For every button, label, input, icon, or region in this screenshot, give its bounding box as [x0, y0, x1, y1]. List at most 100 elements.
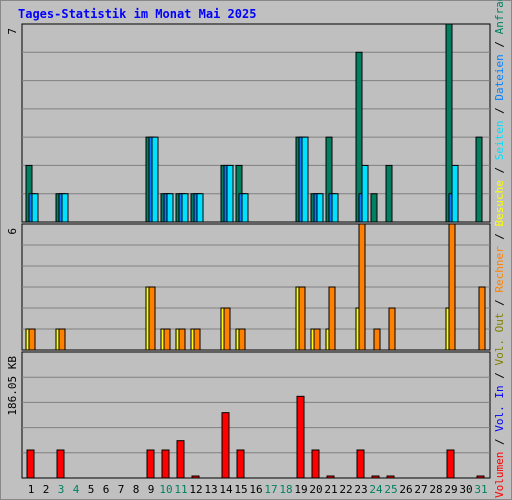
- bar-volumen-day-10: [161, 449, 170, 479]
- day-label-15: 15: [234, 483, 247, 496]
- bar-seiten-day-1: [31, 193, 39, 223]
- legend-separator: /: [493, 34, 506, 55]
- bar-rechner-day-12: [193, 328, 201, 351]
- day-label-27: 27: [414, 483, 427, 496]
- bar-volumen-day-31: [476, 475, 485, 479]
- plot-area-requests: [21, 23, 491, 223]
- day-label-26: 26: [399, 483, 412, 496]
- day-label-24: 24: [369, 483, 383, 496]
- day-label-7: 7: [118, 483, 125, 496]
- bar-seiten-day-11: [181, 193, 189, 223]
- axis-max-label-requests: 7: [6, 28, 19, 35]
- chart-title: Tages-Statistik im Monat Mai 2025: [18, 7, 257, 21]
- day-label-31: 31: [474, 483, 487, 496]
- day-label-6: 6: [103, 483, 110, 496]
- bar-volumen-day-11: [176, 440, 185, 479]
- bar-seiten-day-9: [151, 136, 159, 223]
- bar-volumen-day-1: [26, 449, 35, 479]
- legend-dateien: Dateien: [493, 54, 506, 101]
- day-label-11: 11: [174, 483, 187, 496]
- bar-rechner-day-14: [223, 307, 231, 351]
- day-label-5: 5: [88, 483, 95, 496]
- bar-seiten-day-15: [241, 193, 249, 223]
- day-label-12: 12: [189, 483, 202, 496]
- bar-rechner-day-19: [298, 286, 306, 351]
- bar-volumen-day-21: [326, 475, 335, 479]
- bar-rechner-day-31: [478, 286, 486, 351]
- day-label-4: 4: [73, 483, 80, 496]
- day-label-14: 14: [219, 483, 233, 496]
- day-label-22: 22: [339, 483, 352, 496]
- bar-volumen-day-14: [221, 412, 230, 479]
- day-label-17: 17: [264, 483, 277, 496]
- bar-rechner-day-29: [448, 223, 456, 351]
- bar-seiten-day-20: [316, 193, 324, 223]
- legend-rechner: Rechner: [493, 246, 506, 293]
- bar-anfragen-day-24: [370, 193, 378, 223]
- legend-seiten: Seiten: [493, 120, 506, 161]
- bar-volumen-day-29: [446, 449, 455, 479]
- bar-volumen-day-25: [386, 475, 395, 479]
- bar-rechner-day-11: [178, 328, 186, 351]
- day-label-23: 23: [354, 483, 367, 496]
- bar-rechner-day-23: [358, 223, 366, 351]
- bar-anfragen-day-29: [445, 23, 453, 223]
- day-label-20: 20: [309, 483, 322, 496]
- bar-seiten-day-29: [451, 164, 459, 223]
- bar-volumen-day-20: [311, 449, 320, 479]
- day-label-10: 10: [159, 483, 172, 496]
- day-label-9: 9: [148, 483, 155, 496]
- day-label-3: 3: [58, 483, 65, 496]
- bar-rechner-day-24: [373, 328, 381, 351]
- bar-volumen-day-12: [191, 475, 200, 479]
- bar-rechner-day-21: [328, 286, 336, 351]
- day-label-25: 25: [384, 483, 397, 496]
- bar-seiten-day-12: [196, 193, 204, 223]
- bar-rechner-day-25: [388, 307, 396, 351]
- legend-separator: /: [493, 292, 506, 313]
- bar-anfragen-day-25: [385, 164, 393, 223]
- plot-area-volume: [21, 351, 491, 479]
- legend-separator: /: [493, 365, 506, 386]
- day-label-29: 29: [444, 483, 457, 496]
- day-label-28: 28: [429, 483, 442, 496]
- legend-vol-in: Vol. In: [493, 385, 506, 432]
- bar-rechner-day-9: [148, 286, 156, 351]
- bar-rechner-day-1: [28, 328, 36, 351]
- bar-volumen-day-24: [371, 475, 380, 479]
- bar-volumen-day-23: [356, 449, 365, 479]
- day-label-21: 21: [324, 483, 337, 496]
- legend-separator: /: [493, 226, 506, 247]
- day-label-18: 18: [279, 483, 292, 496]
- day-label-13: 13: [204, 483, 217, 496]
- bar-rechner-day-3: [58, 328, 66, 351]
- bar-rechner-day-10: [163, 328, 171, 351]
- day-label-1: 1: [28, 483, 35, 496]
- bar-seiten-day-19: [301, 136, 309, 223]
- axis-max-label-visits: 6: [6, 228, 19, 235]
- axis-max-label-volume: 186.05 KB: [6, 356, 19, 416]
- bar-seiten-day-21: [331, 193, 339, 223]
- legend-separator: /: [493, 431, 506, 452]
- bar-seiten-day-14: [226, 164, 234, 223]
- day-label-2: 2: [43, 483, 50, 496]
- bar-volumen-day-9: [146, 449, 155, 479]
- day-label-8: 8: [133, 483, 140, 496]
- bar-anfragen-day-31: [475, 136, 483, 223]
- legend-besuche: Besuche: [493, 180, 506, 227]
- bar-seiten-day-3: [61, 193, 69, 223]
- bar-volumen-day-15: [236, 449, 245, 479]
- day-label-19: 19: [294, 483, 307, 496]
- legend-separator: /: [493, 100, 506, 121]
- legend-separator: /: [493, 160, 506, 181]
- bar-rechner-day-15: [238, 328, 246, 351]
- legend-anfragen: Anfragen: [493, 0, 506, 35]
- bar-seiten-day-23: [361, 164, 369, 223]
- legend: Volumen / Vol. In / Vol. Out / Rechner /…: [492, 0, 508, 498]
- legend-volumen: Volumen: [493, 451, 506, 498]
- bar-seiten-day-10: [166, 193, 174, 223]
- legend-vol-out: Vol. Out: [493, 312, 506, 366]
- bar-volumen-day-3: [56, 449, 65, 479]
- bar-rechner-day-20: [313, 328, 321, 351]
